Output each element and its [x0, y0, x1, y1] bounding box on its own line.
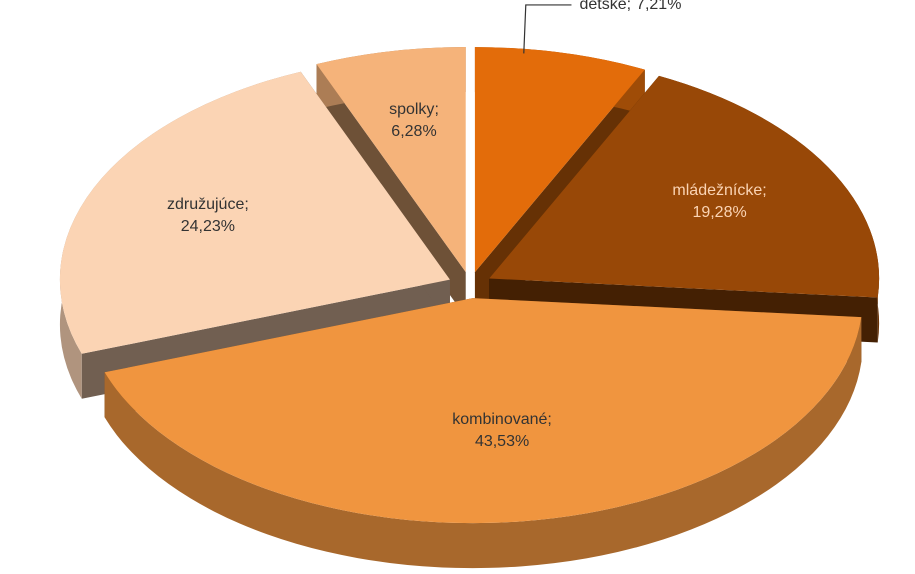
leader-line [523, 4, 572, 54]
category-label: združujúce [167, 196, 244, 213]
slice-side [104, 317, 862, 569]
label-separator: ; [244, 196, 248, 213]
data-label: detské; 7,21% [579, 0, 681, 13]
label-separator: ; [762, 182, 766, 199]
data-label: kombinované; 43,53% [452, 411, 552, 450]
category-label: mládežnícke [672, 182, 762, 199]
slice [316, 47, 466, 273]
slice [474, 47, 645, 273]
data-label: spolky; 6,28% [389, 101, 439, 140]
slice [104, 298, 862, 524]
value-label: 7,21% [636, 0, 681, 13]
category-label: kombinované [452, 411, 547, 428]
label-separator: ; [547, 411, 551, 428]
value-label: 24,23% [181, 218, 235, 235]
label-separator: ; [627, 0, 631, 13]
value-label: 6,28% [391, 123, 436, 140]
data-label: mládežnícke; 19,28% [672, 182, 766, 221]
category-label: spolky [389, 101, 434, 118]
label-separator: ; [434, 101, 438, 118]
slice [489, 75, 880, 298]
value-label: 19,28% [692, 204, 746, 221]
category-label: detské [579, 0, 626, 13]
value-label: 43,53% [475, 433, 529, 450]
data-label: združujúce; 24,23% [167, 196, 249, 235]
slice [59, 71, 450, 354]
